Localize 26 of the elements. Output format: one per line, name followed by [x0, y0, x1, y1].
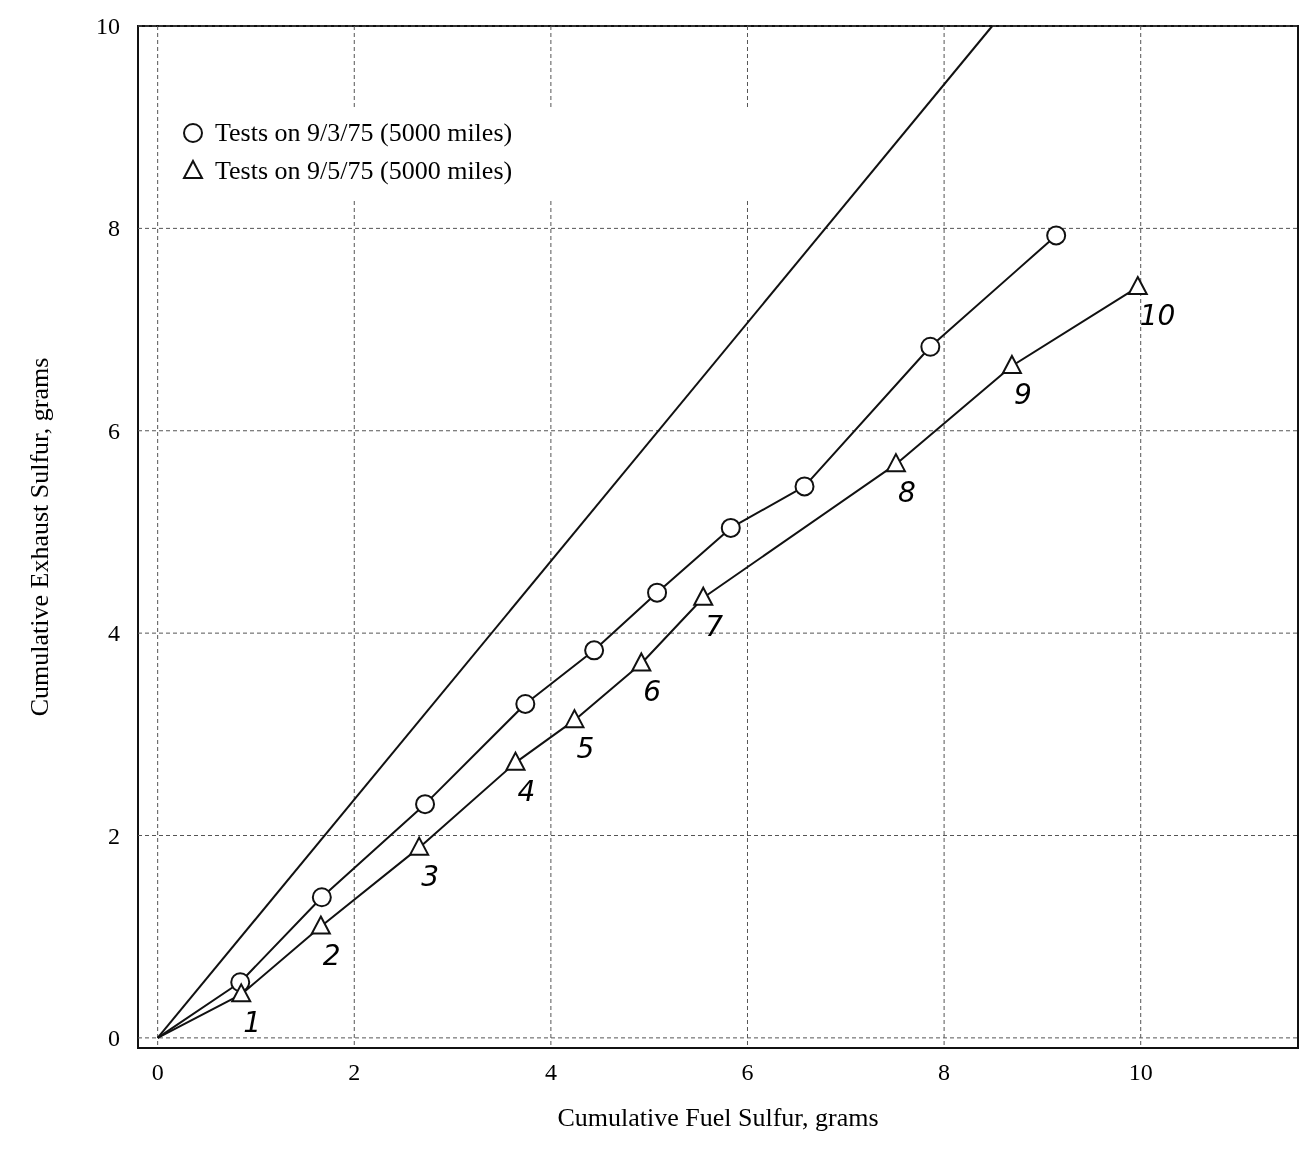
annotation: 7: [705, 609, 724, 643]
x-tick-label: 0: [151, 1059, 164, 1085]
annotation: 6: [643, 675, 662, 709]
x-tick-label: 8: [938, 1059, 951, 1085]
annotation: 5: [576, 732, 595, 766]
x-tick-label: 4: [544, 1059, 557, 1085]
annotation: 2: [322, 938, 341, 972]
annotation: 4: [517, 774, 536, 808]
x-tick-label: 10: [1128, 1059, 1153, 1085]
legend-label: Tests on 9/3/75 (5000 miles): [215, 118, 513, 147]
y-tick-label: 4: [108, 620, 120, 647]
annotation: 1: [243, 1006, 262, 1040]
annotation: 3: [421, 859, 439, 893]
y-tick-label: 2: [108, 822, 120, 849]
legend-label: Tests on 9/5/75 (5000 miles): [215, 156, 513, 185]
y-tick-label: 6: [108, 417, 120, 444]
annotation: 9: [1013, 377, 1032, 411]
x-axis-title: Cumulative Fuel Sulfur, grams: [557, 1103, 879, 1132]
y-axis-title: Cumulative Exhaust Sulfur, grams: [25, 357, 54, 717]
x-tick-label: 6: [741, 1059, 754, 1085]
annotation: 8: [897, 476, 916, 510]
y-tick-label: 8: [108, 215, 120, 242]
y-tick-label: 0: [108, 1024, 120, 1051]
y-tick-label: 10: [96, 13, 120, 39]
annotation: 10: [1139, 299, 1176, 333]
x-tick-label: 2: [348, 1059, 361, 1085]
